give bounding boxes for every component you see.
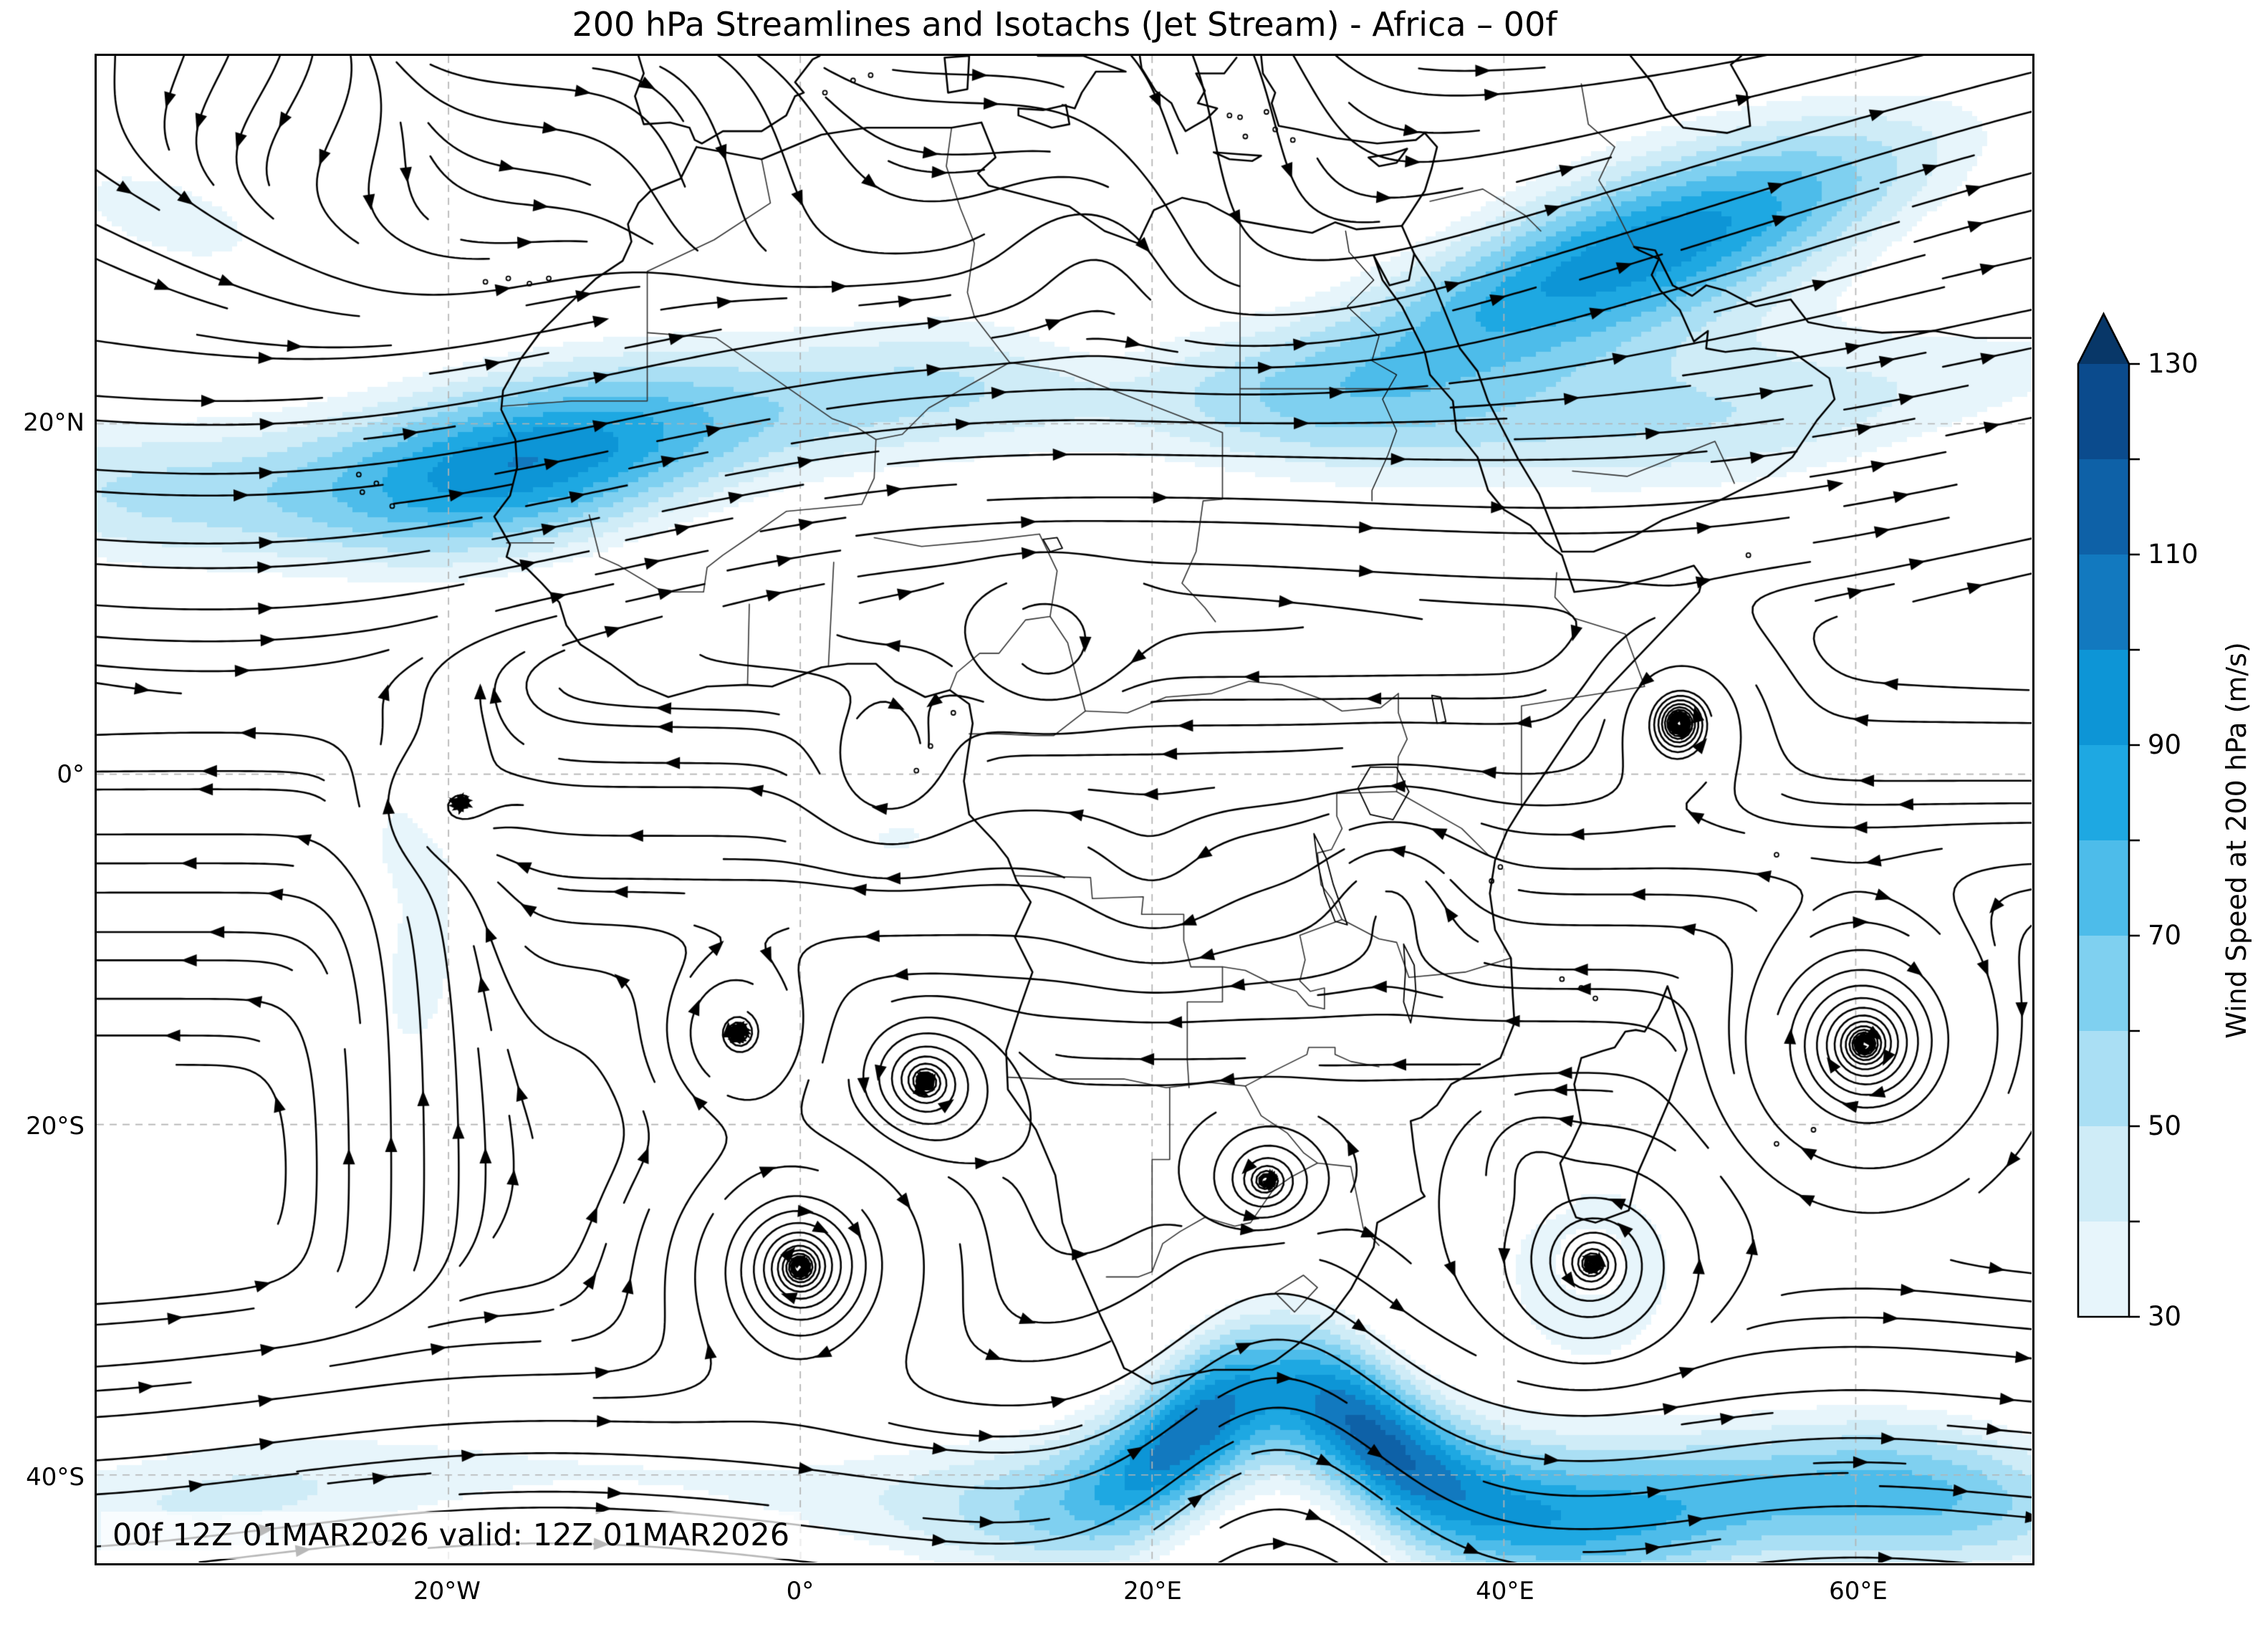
x-tick-label-40e: 40°E — [1476, 1577, 1534, 1606]
x-tick-label-20e: 20°E — [1123, 1577, 1182, 1606]
x-tick-label-60e: 60°E — [1829, 1577, 1888, 1606]
colorbar-axis-label: Wind Speed at 200 hPa (m/s) — [2221, 642, 2252, 1039]
colorbar-tick-50: 50 — [2148, 1110, 2182, 1141]
x-tick-label-20w: 20°W — [413, 1577, 481, 1606]
colorbar — [2077, 312, 2140, 1318]
y-tick-label-40s: 40°S — [26, 1463, 85, 1492]
colorbar-tick-70: 70 — [2148, 920, 2182, 951]
colorbar-tick-90: 90 — [2148, 729, 2182, 760]
y-tick-label-0: 0° — [57, 760, 85, 789]
colorbar-tick-110: 110 — [2148, 539, 2199, 570]
y-tick-label-20s: 20°S — [26, 1112, 85, 1141]
page-title: 200 hPa Streamlines and Isotachs (Jet St… — [572, 5, 1557, 44]
x-tick-label-0: 0° — [786, 1577, 815, 1606]
y-tick-label-20n: 20°N — [23, 408, 85, 437]
colorbar-tick-30: 30 — [2148, 1301, 2182, 1332]
map-plot: 00f 12Z 01MAR2026 valid: 12Z 01MAR2026 — [95, 54, 2034, 1565]
colorbar-tick-130: 130 — [2148, 348, 2199, 379]
map-canvas — [97, 56, 2032, 1563]
timestamp-badge: 00f 12Z 01MAR2026 valid: 12Z 01MAR2026 — [101, 1512, 802, 1559]
